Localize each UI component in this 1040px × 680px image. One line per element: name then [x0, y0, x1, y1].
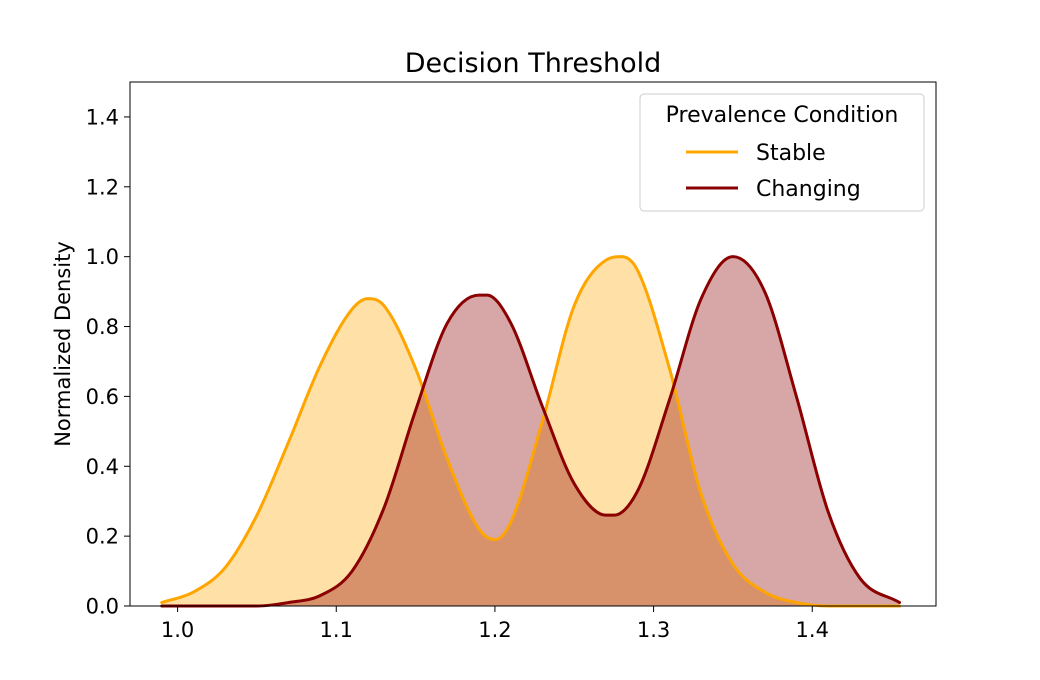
y-tick-label: 0.4 — [86, 455, 119, 479]
x-tick-label: 1.0 — [161, 618, 194, 642]
legend-label-changing: Changing — [756, 177, 861, 202]
x-tick-label: 1.4 — [796, 618, 829, 642]
legend-entries: Stable Changing — [686, 141, 861, 202]
y-tick-label: 0.8 — [86, 315, 119, 339]
y-tick-label: 1.2 — [86, 175, 119, 199]
y-tick-label: 0.6 — [86, 385, 119, 409]
y-axis-label: Normalized Density — [51, 241, 75, 447]
legend: Prevalence Condition Stable Changing — [639, 93, 925, 212]
series-fills — [161, 256, 900, 606]
y-tick-label: 0.0 — [86, 595, 119, 619]
chart-title: Decision Threshold — [405, 48, 662, 79]
x-tick-label: 1.1 — [320, 618, 353, 642]
x-tick-label: 1.3 — [637, 618, 670, 642]
legend-label-stable: Stable — [756, 141, 826, 166]
y-tick-label: 1.0 — [86, 245, 119, 269]
series-lines — [160, 255, 902, 608]
legend-title: Prevalence Condition — [666, 103, 899, 128]
plot-frame — [129, 81, 937, 607]
y-axis: 0.0 0.2 0.4 0.6 0.8 1.0 1.2 1.4 — [86, 105, 130, 619]
x-axis: 1.0 1.1 1.2 1.3 1.4 — [161, 606, 829, 642]
legend-box — [639, 93, 925, 212]
x-tick-label: 1.2 — [478, 618, 511, 642]
density-line-stable — [160, 255, 902, 608]
y-tick-label: 1.4 — [86, 105, 119, 129]
area-fill-changing — [161, 256, 900, 606]
density-line-changing — [160, 255, 902, 608]
area-fill-stable — [161, 256, 900, 606]
y-tick-label: 0.2 — [86, 525, 119, 549]
